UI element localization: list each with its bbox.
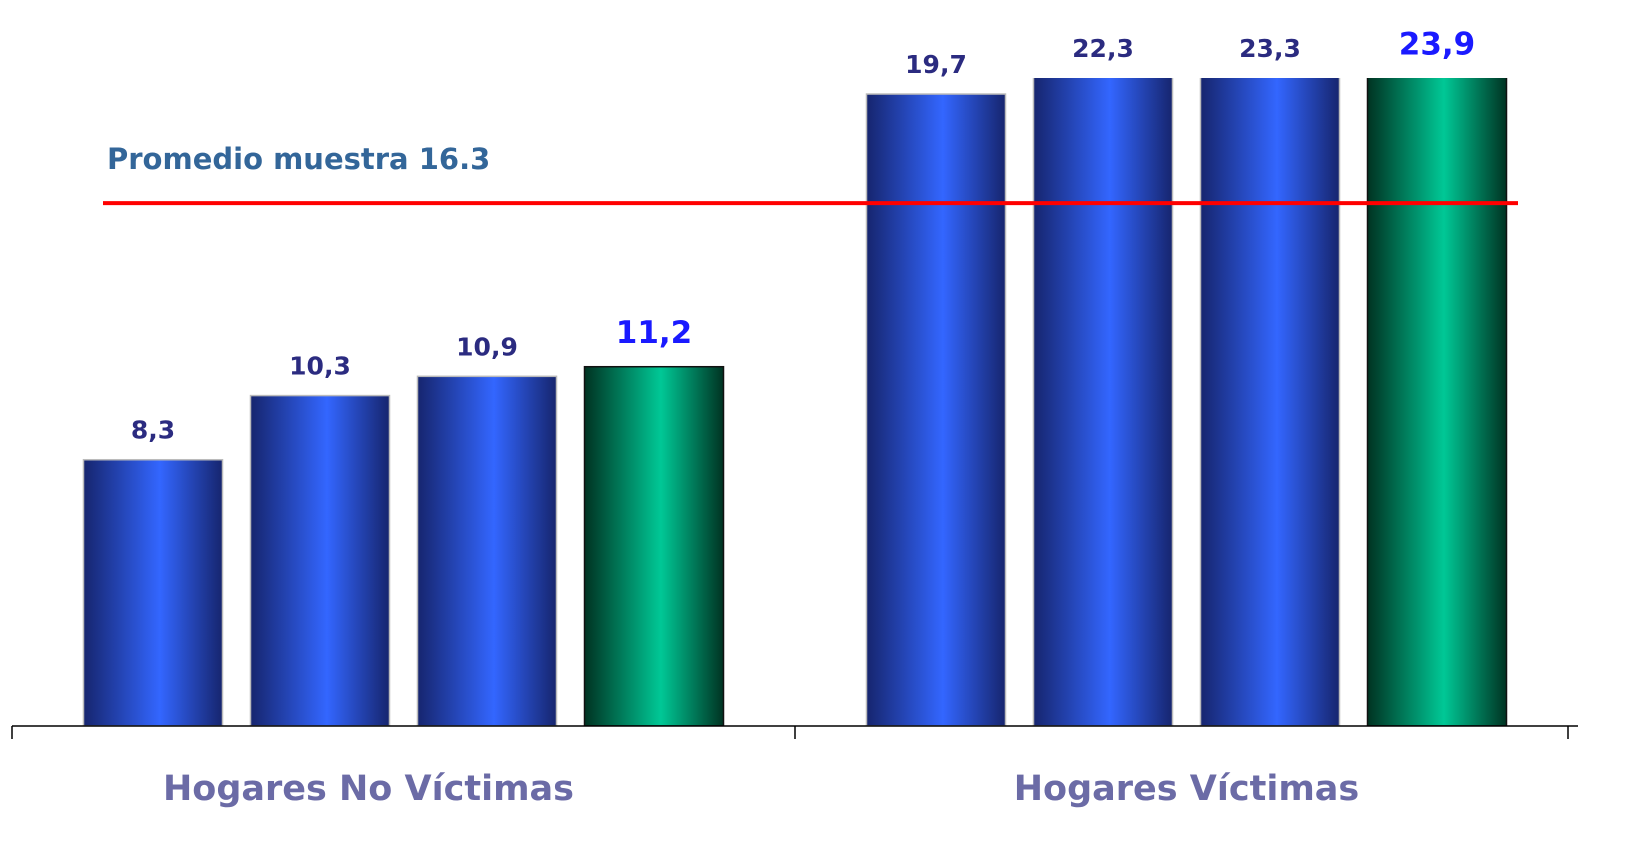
value-label: 23,3 — [1239, 34, 1301, 63]
value-label: 10,3 — [289, 352, 351, 381]
value-label: 8,3 — [131, 416, 175, 445]
bar — [249, 394, 391, 726]
bar — [865, 93, 1007, 726]
bar — [82, 458, 224, 726]
bar — [583, 365, 725, 726]
value-label: 11,2 — [616, 315, 693, 351]
bar — [416, 375, 558, 726]
value-label: 23,9 — [1399, 27, 1476, 63]
value-label: 19,7 — [905, 50, 967, 79]
bar — [1366, 78, 1508, 726]
bar — [1199, 78, 1341, 726]
annotation: Promedio muestra 16.3 — [107, 142, 490, 176]
bar — [1032, 78, 1174, 726]
value-label: 22,3 — [1072, 34, 1134, 63]
value-label: 10,9 — [456, 332, 518, 361]
x-tick-label: Hogares Víctimas — [1014, 769, 1360, 809]
plot-area — [82, 78, 1508, 726]
x-tick-label: Hogares No Víctimas — [163, 769, 574, 809]
